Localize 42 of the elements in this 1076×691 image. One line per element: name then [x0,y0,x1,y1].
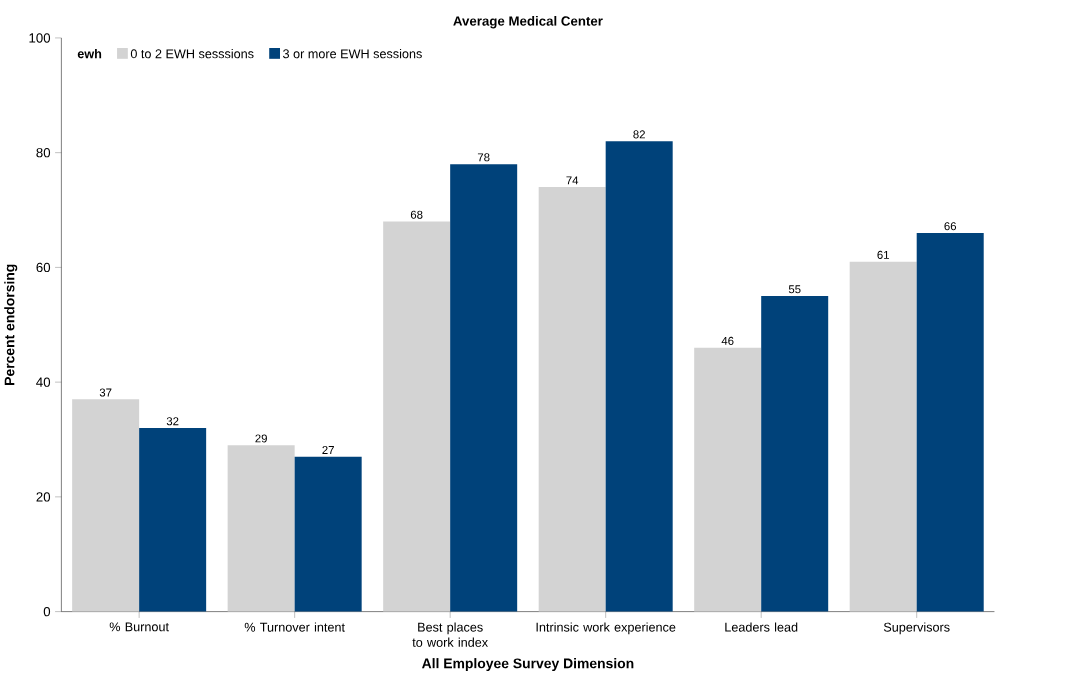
bar [227,445,295,612]
data-label: 78 [477,153,490,162]
y-tick-label: 20 [36,492,51,502]
x-tick-label: Intrinsic work experience [536,622,676,635]
bar [761,295,829,612]
data-label: 37 [99,388,112,397]
bar [538,186,606,612]
y-tick-label: 60 [36,262,51,272]
bar [139,427,207,612]
data-label: 82 [633,130,645,139]
x-tick-label: Supervisors [883,622,950,635]
x-tick-label: Best places to work index [412,622,488,647]
y-tick-label: 100 [29,33,51,43]
data-label: 55 [788,285,801,294]
y-axis-title: Percent endorsing [4,264,18,385]
bar [605,141,673,612]
data-label: 29 [255,434,267,443]
chart-title: Average Medical Center [453,15,603,29]
x-tick-label: Leaders lead [725,622,798,632]
bar [916,232,984,612]
y-tick-label: 80 [36,147,51,158]
data-label: 46 [721,336,734,345]
x-tick-label: % Burnout [109,622,169,632]
y-tick-label: 40 [36,377,51,387]
legend-label: 0 to 2 EWH sesssions [130,48,254,59]
data-label: 32 [166,417,179,426]
bar [849,261,917,612]
data-label: 61 [877,250,889,259]
bar [294,456,362,612]
x-tick-label: % Turnover intent [244,622,345,632]
x-axis-title: All Employee Survey Dimension [421,657,634,671]
data-label: 66 [944,222,957,231]
legend-label: 3 or more EWH sessions [283,48,422,59]
bar [450,164,518,612]
data-label: 27 [322,445,334,454]
bar [694,347,762,612]
bar [383,221,451,612]
legend-title: ewh [77,48,102,59]
y-tick-label: 0 [43,606,51,617]
data-label: 74 [566,176,579,185]
data-label: 68 [410,210,423,219]
bar [72,399,140,612]
